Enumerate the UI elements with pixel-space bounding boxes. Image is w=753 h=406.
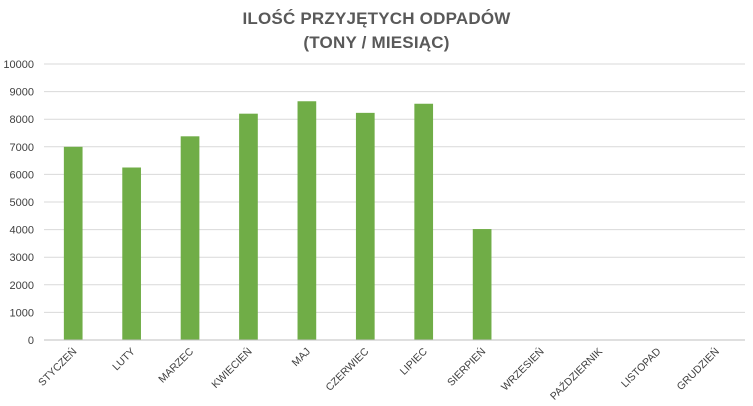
y-tick-label: 5000	[10, 197, 34, 209]
y-tick-label: 2000	[10, 280, 34, 292]
y-tick-label: 0	[28, 335, 34, 347]
x-tick-label: LISTOPAD	[619, 345, 664, 390]
y-tick-label: 1000	[10, 307, 34, 319]
bar-marzec	[180, 136, 200, 340]
y-tick-label: 3000	[10, 252, 34, 264]
x-tick-label: STYCZEŃ	[35, 345, 79, 389]
chart-title-line-1: ILOŚĆ PRZYJĘTYCH ODPADÓW	[242, 9, 511, 28]
y-tick-label: 8000	[10, 114, 34, 126]
x-tick-label: MARZEC	[156, 345, 196, 385]
bars	[63, 101, 492, 341]
bar-czerwiec	[355, 112, 375, 341]
y-tick-label: 9000	[10, 87, 34, 99]
x-tick-label: SIERPIEŃ	[444, 345, 488, 389]
bar-kwiecień	[239, 113, 258, 341]
x-tick-label: MAJ	[290, 346, 313, 369]
y-tick-label: 7000	[10, 142, 34, 154]
x-tick-label: WRZESIEŃ	[498, 345, 546, 393]
bar-lipiec	[414, 103, 434, 340]
x-tick-label: LUTY	[110, 346, 137, 373]
bar-maj	[297, 101, 317, 340]
gridlines	[44, 63, 745, 313]
x-tick-label: GRUDZIEŃ	[674, 345, 722, 393]
x-tick-label: LIPIEC	[398, 345, 430, 377]
y-tick-label: 6000	[10, 169, 34, 181]
x-tick-label: CZERWIEC	[323, 345, 371, 393]
y-tick-label: 10000	[3, 59, 34, 71]
y-tick-label: 4000	[10, 225, 34, 237]
x-tick-label: PAŹDZIERNIK	[547, 345, 605, 403]
y-axis-tick-labels: 0 1000 2000 3000 4000 5000 6000 7000 8000 9000 100…	[3, 59, 34, 347]
bar-sierpień	[472, 229, 492, 340]
x-tick-label: KWIECIEŃ	[209, 345, 255, 391]
bar-luty	[122, 167, 141, 340]
chart-title-line-2: (TONY / MIESIĄC)	[303, 33, 450, 52]
bar-styczeń	[63, 146, 83, 340]
x-axis-tick-labels: STYCZEŃ LUTY MARZEC KWIECIEŃ MAJ CZERWIEC LIPI…	[35, 345, 721, 403]
